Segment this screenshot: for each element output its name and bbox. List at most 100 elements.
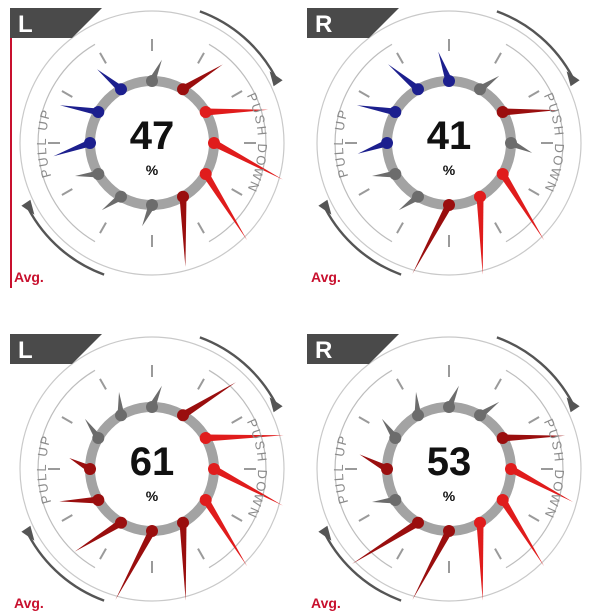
direction-needle — [412, 529, 453, 600]
percentage-unit: % — [443, 162, 456, 178]
rotation-arrow-icon — [496, 336, 574, 404]
scale-tick — [61, 514, 73, 522]
needle-dot — [474, 83, 486, 96]
scale-tick — [231, 416, 243, 424]
outer-scale-circle — [316, 336, 582, 602]
side-label: R — [315, 11, 332, 38]
direction-needle — [59, 105, 99, 116]
scale-tick — [197, 548, 205, 560]
needle-dot — [412, 190, 424, 203]
avg-label: Avg. — [14, 269, 44, 285]
direction-needle — [59, 496, 99, 504]
scale-tick — [396, 52, 404, 64]
needle-dot — [92, 168, 105, 180]
pull-arc — [334, 369, 393, 569]
needle-dot — [208, 463, 220, 475]
scale-tick — [61, 188, 73, 196]
scale-tick — [99, 548, 107, 560]
direction-needle — [476, 522, 484, 601]
rotation-arrowhead-icon — [318, 199, 332, 215]
direction-needle — [499, 498, 544, 567]
scale-tick — [197, 222, 205, 234]
needle-dot — [146, 75, 158, 87]
scale-tick — [494, 548, 502, 560]
avg-label: Avg. — [311, 269, 341, 285]
pull-arc — [334, 43, 393, 243]
scale-tick — [99, 52, 107, 64]
rotation-arrow-icon — [496, 10, 574, 78]
needle-dot — [412, 83, 424, 96]
direction-needle — [115, 529, 156, 600]
rotation-arrowhead-icon — [269, 71, 283, 87]
rotation-arrow-icon — [27, 534, 105, 602]
scale-tick — [61, 416, 73, 424]
pull-arc — [37, 43, 96, 243]
rotation-arrowhead-icon — [318, 525, 332, 541]
scale-tick — [358, 90, 370, 98]
needle-dot — [505, 137, 517, 149]
direction-needle — [202, 172, 247, 241]
rotation-arrowhead-icon — [269, 397, 283, 413]
side-badge — [10, 334, 102, 364]
rotation-arrow-icon — [324, 534, 402, 602]
direction-needle — [205, 108, 269, 116]
scale-tick — [494, 52, 502, 64]
rotation-arrow-icon — [27, 208, 105, 276]
needle-dot — [443, 199, 455, 211]
direction-needle — [412, 203, 453, 274]
side-label: R — [315, 337, 332, 364]
avg-label: Avg. — [311, 595, 341, 611]
needle-dot — [177, 516, 189, 529]
direction-needle — [356, 105, 396, 116]
percentage-unit: % — [146, 162, 159, 178]
needle-dot — [146, 525, 158, 537]
scale-tick — [528, 90, 540, 98]
needle-dot — [496, 168, 509, 180]
needle-dot — [84, 463, 96, 475]
needle-dot — [115, 516, 127, 529]
gauge-panel-left-top: 47% PULL UP PUSH DOWN L Avg. — [10, 8, 294, 288]
needle-dot — [115, 190, 127, 203]
needle-dot — [474, 516, 486, 529]
needle-dot — [389, 168, 402, 180]
direction-needle — [438, 51, 453, 83]
outer-scale-circle — [316, 10, 582, 276]
rotation-arrowhead-icon — [566, 397, 580, 413]
scale-tick — [231, 90, 243, 98]
needle-dot — [92, 494, 105, 506]
needle-dot — [84, 137, 96, 149]
scale-tick — [197, 52, 205, 64]
side-label: L — [18, 337, 33, 364]
direction-needle — [205, 434, 284, 442]
direction-needle — [476, 196, 484, 275]
percentage-value: 53 — [427, 440, 472, 484]
needle-dot — [496, 494, 509, 506]
needle-dot — [496, 432, 509, 444]
percentage-value: 41 — [427, 114, 472, 158]
scale-tick — [99, 378, 107, 390]
scale-tick — [494, 222, 502, 234]
scale-tick — [358, 416, 370, 424]
needle-dot — [381, 463, 393, 475]
needle-dot — [389, 494, 402, 506]
needle-dot — [199, 106, 212, 118]
needle-dot — [146, 401, 158, 413]
percentage-unit: % — [146, 488, 159, 504]
needle-dot — [474, 190, 486, 203]
avg-label: Avg. — [14, 595, 44, 611]
pull-up-label: PULL UP — [331, 106, 351, 179]
rotation-arrowhead-icon — [21, 525, 35, 541]
side-label: L — [18, 11, 33, 38]
needle-dot — [177, 83, 189, 96]
side-badge — [10, 8, 102, 38]
gauge-panel-left-bottom: 61% PULL UP PUSH DOWN L Avg. — [10, 334, 294, 614]
needle-dot — [389, 106, 402, 118]
percentage-value: 61 — [130, 440, 175, 484]
scale-tick — [99, 222, 107, 234]
needle-dot — [412, 409, 424, 422]
rotation-arrow-icon — [324, 208, 402, 276]
direction-needle — [202, 498, 247, 567]
